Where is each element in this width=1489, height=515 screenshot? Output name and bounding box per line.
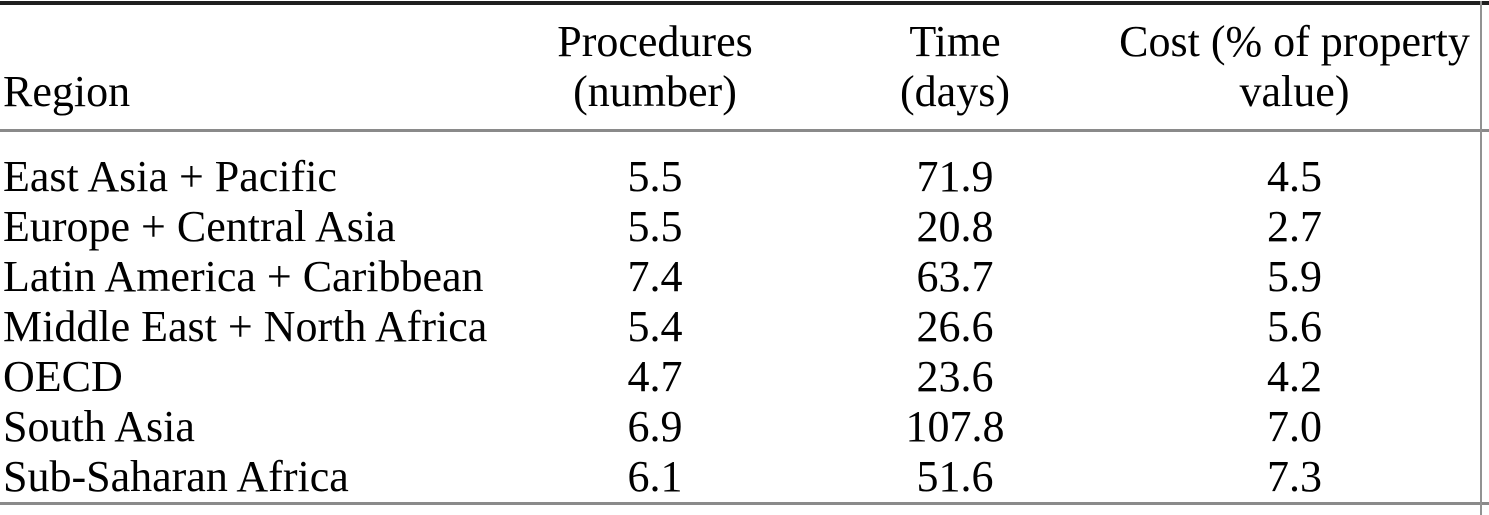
cost-cell: 7.3 [1267,452,1322,501]
table-row: South Asia 6.9 107.8 7.0 [0,402,1489,452]
table-row: OECD 4.7 23.6 4.2 [0,352,1489,402]
region-cell: East Asia + Pacific [3,152,337,201]
header-procedures-line1: Procedures [557,17,753,66]
procedures-cell: 4.7 [627,352,683,401]
right-edge-line [1480,1,1482,515]
table-row: East Asia + Pacific 5.5 71.9 4.5 [0,131,1489,203]
table-body: East Asia + Pacific 5.5 71.9 4.5 Europe … [0,131,1489,504]
header-row: Region Procedures (number) Time (days) C… [0,3,1489,132]
table-row: Middle East + North Africa 5.4 26.6 5.6 [0,302,1489,352]
procedures-cell: 6.1 [627,452,683,501]
cost-cell: 2.7 [1267,202,1322,251]
region-cell: South Asia [3,402,195,451]
cost-cell: 5.9 [1267,252,1322,301]
cost-cell: 5.6 [1267,302,1322,351]
header-time: Time (days) [810,3,1100,132]
header-region-label: Region [3,67,131,116]
header-procedures: Procedures (number) [500,3,810,132]
table-row: Europe + Central Asia 5.5 20.8 2.7 [0,202,1489,252]
procedures-cell: 6.9 [627,402,683,451]
registering-property-table: Region Procedures (number) Time (days) C… [0,1,1489,505]
table-row: Latin America + Caribbean 7.4 63.7 5.9 [0,252,1489,302]
region-cell: Europe + Central Asia [3,202,396,251]
region-cell: OECD [3,352,123,401]
time-cell: 71.9 [916,152,994,201]
time-cell: 107.8 [905,402,1005,451]
header-time-line1: Time [909,17,1001,66]
procedures-cell: 5.5 [627,152,683,201]
region-cell: Sub-Saharan Africa [3,452,349,501]
cost-cell: 4.2 [1267,352,1322,401]
time-cell: 20.8 [916,202,994,251]
time-cell: 23.6 [916,352,994,401]
header-time-line2: (days) [900,67,1010,116]
header-cost-line2: value) [1239,67,1350,116]
table-header: Region Procedures (number) Time (days) C… [0,3,1489,132]
procedures-cell: 5.4 [627,302,683,351]
time-cell: 51.6 [916,452,994,501]
header-cost: Cost (% of property value) [1100,3,1489,132]
header-region: Region [0,3,500,132]
cost-cell: 7.0 [1267,402,1322,451]
header-procedures-line2: (number) [573,67,737,116]
cost-cell: 4.5 [1267,152,1322,201]
header-cost-line1: Cost (% of property [1119,17,1470,66]
region-cell: Latin America + Caribbean [3,252,484,301]
time-cell: 26.6 [916,302,994,351]
table-row: Sub-Saharan Africa 6.1 51.6 7.3 [0,452,1489,504]
region-cell: Middle East + North Africa [3,302,488,351]
procedures-cell: 5.5 [627,202,683,251]
time-cell: 63.7 [916,252,994,301]
procedures-cell: 7.4 [627,252,683,301]
